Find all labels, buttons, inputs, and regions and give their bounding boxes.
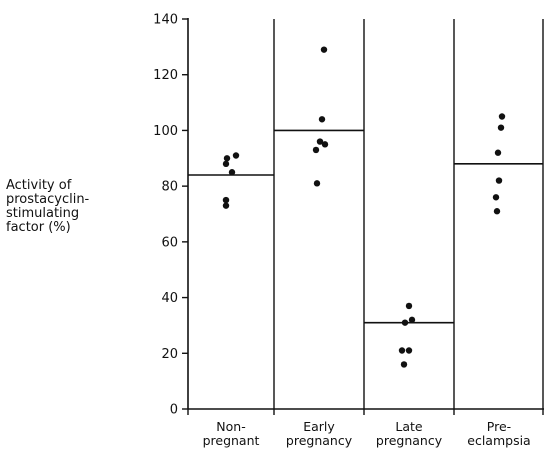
y-tick-label: 20 bbox=[161, 347, 178, 362]
y-tick-label: 0 bbox=[170, 403, 178, 418]
axes-group bbox=[182, 18, 544, 415]
x-category-label: Non- bbox=[216, 419, 245, 434]
data-point bbox=[401, 319, 409, 326]
y-tick-label: 140 bbox=[153, 13, 178, 28]
data-point bbox=[222, 202, 230, 209]
data-point bbox=[313, 180, 321, 187]
data-point bbox=[400, 361, 408, 368]
data-point bbox=[408, 316, 416, 324]
x-category-label: eclampsia bbox=[467, 433, 530, 448]
data-point bbox=[222, 160, 230, 168]
data-point bbox=[492, 194, 500, 201]
y-axis-label: Activity of prostacyclin- stimulating fa… bbox=[6, 179, 89, 235]
data-point bbox=[398, 347, 406, 354]
x-category-label: pregnancy bbox=[376, 433, 443, 448]
data-point bbox=[494, 149, 502, 156]
data-point bbox=[318, 116, 326, 123]
data-point bbox=[320, 46, 328, 53]
data-point bbox=[405, 302, 413, 310]
data-point bbox=[316, 138, 324, 145]
y-axis-label-line: prostacyclin- bbox=[6, 192, 90, 207]
data-point bbox=[495, 177, 503, 184]
data-point bbox=[312, 146, 320, 154]
data-point bbox=[321, 141, 329, 148]
y-tick-label: 100 bbox=[153, 124, 178, 139]
y-tick-label: 40 bbox=[161, 291, 178, 306]
x-category-label: Pre- bbox=[487, 419, 511, 434]
data-point bbox=[222, 196, 230, 204]
marks-group bbox=[188, 46, 543, 368]
x-category-label: Early bbox=[303, 419, 335, 434]
x-category-label: Late bbox=[395, 419, 423, 434]
y-axis-label-line: factor (%) bbox=[6, 220, 71, 235]
x-category-label: pregnancy bbox=[286, 433, 353, 448]
data-point bbox=[498, 113, 506, 120]
data-point bbox=[497, 124, 505, 131]
data-point bbox=[405, 347, 413, 354]
x-category-label: pregnant bbox=[203, 433, 260, 448]
y-tick-label: 60 bbox=[161, 235, 178, 250]
y-axis-label-line: Activity of bbox=[6, 178, 72, 193]
data-point bbox=[223, 155, 231, 162]
data-point bbox=[228, 169, 236, 176]
labels-group: 020406080100120140Non-pregnantEarlypregn… bbox=[153, 13, 531, 449]
data-point bbox=[232, 152, 240, 159]
y-axis-label-line: stimulating bbox=[6, 206, 80, 221]
y-tick-label: 120 bbox=[153, 68, 178, 83]
data-point bbox=[493, 208, 501, 215]
y-tick-label: 80 bbox=[161, 180, 178, 195]
